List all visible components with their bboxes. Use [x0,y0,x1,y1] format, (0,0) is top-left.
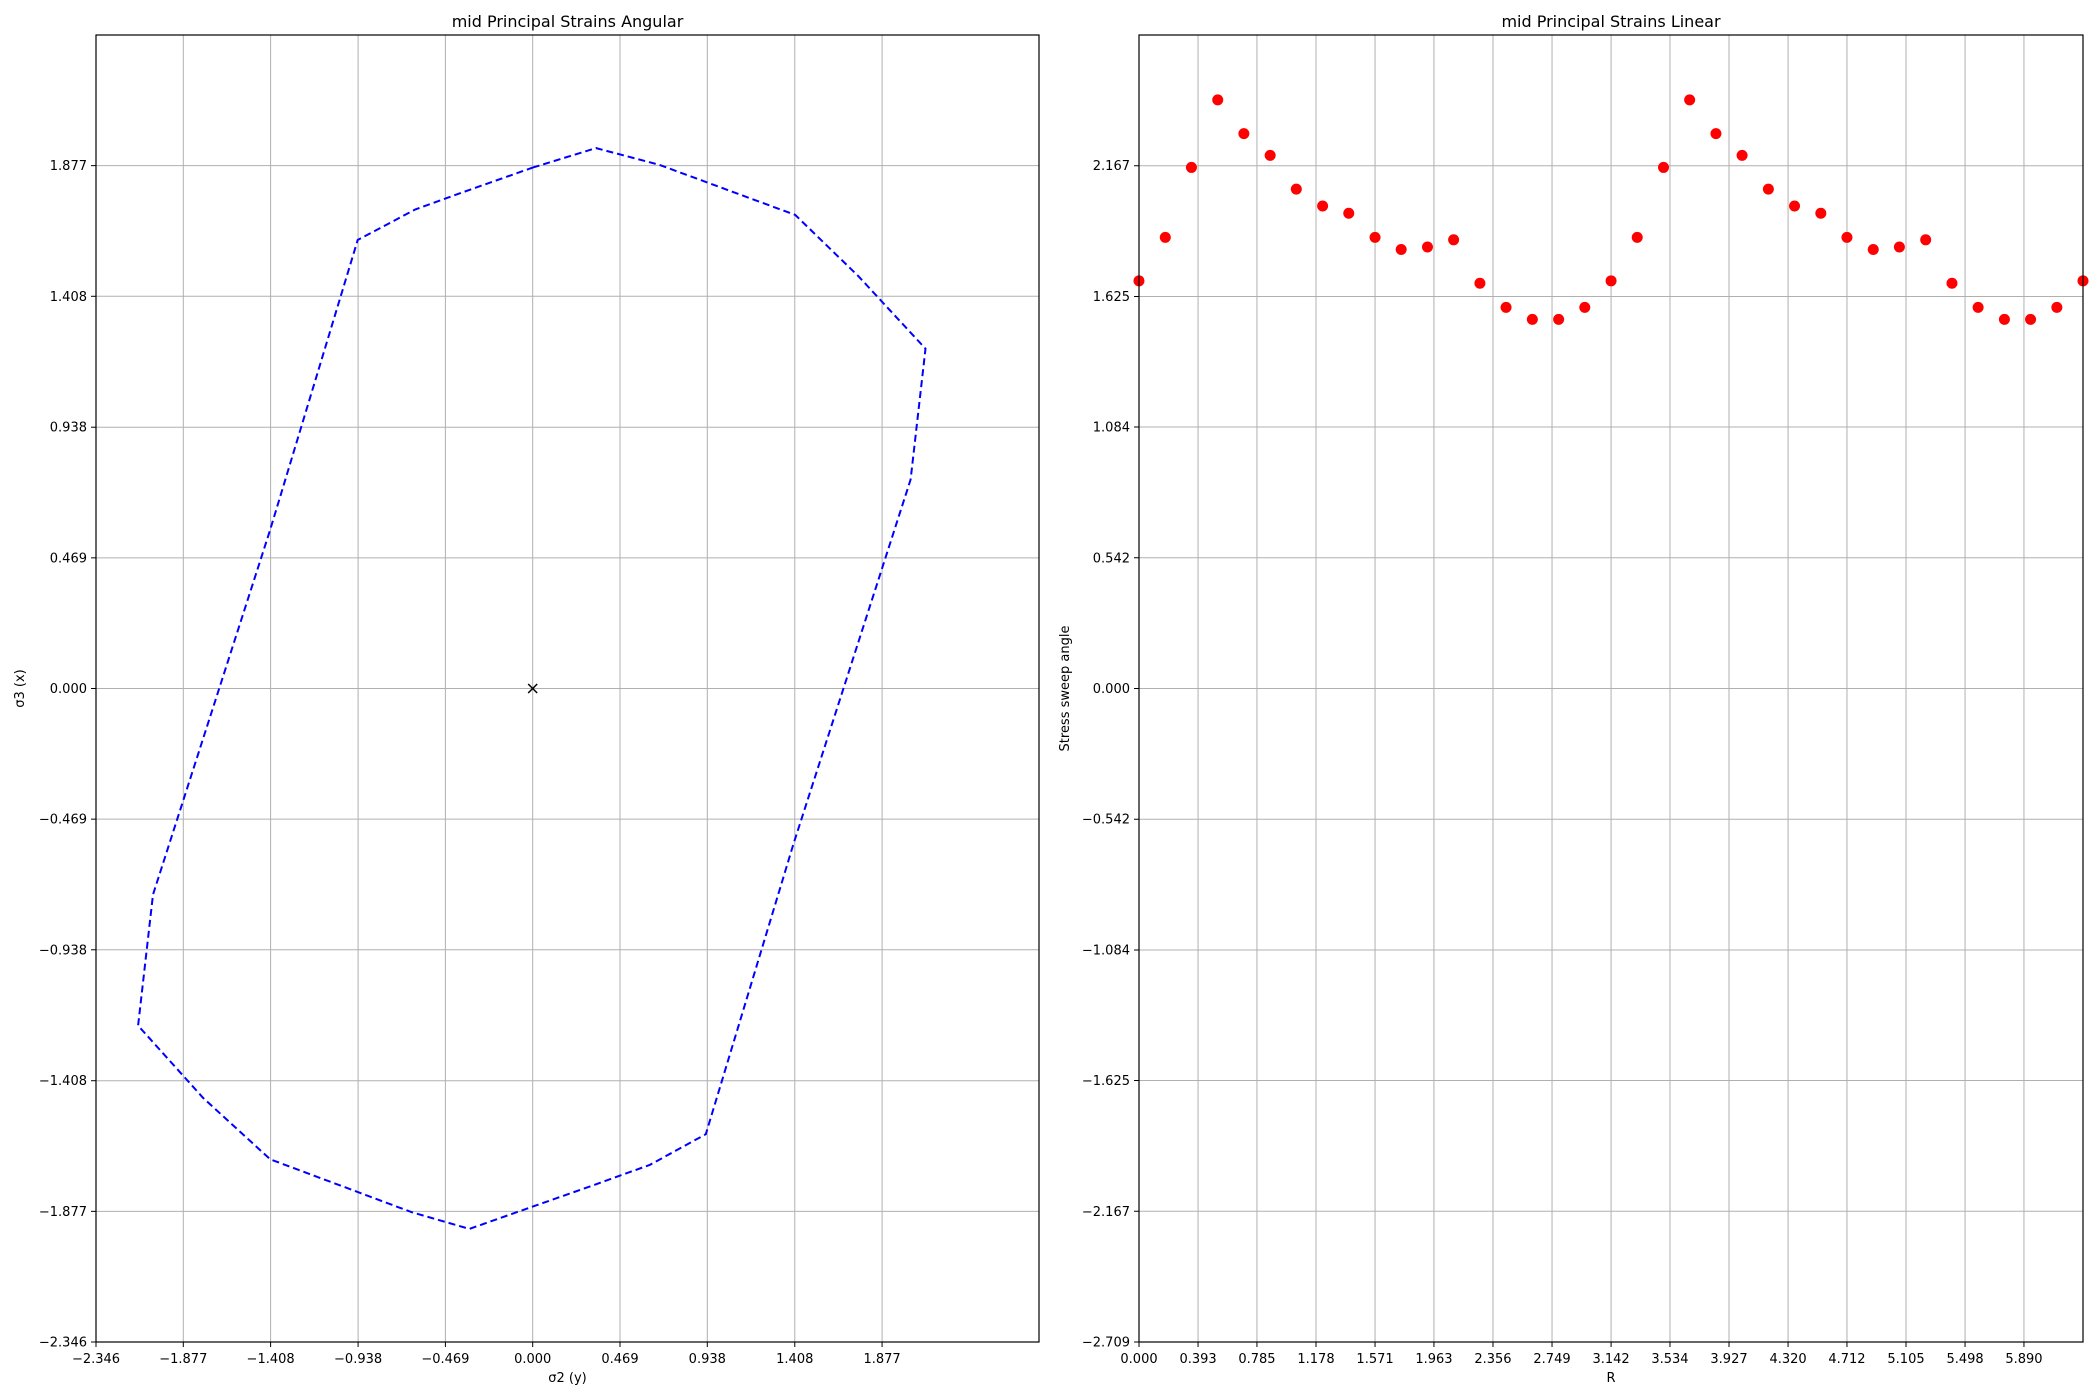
linear-x-tick-label: 5.498 [1946,1352,1983,1367]
linear-y-tick-label: −0.542 [1082,813,1130,828]
linear-data-point [1579,301,1591,313]
linear-x-tick-label: 2.356 [1474,1352,1511,1367]
angular-x-tick-label: 1.877 [863,1352,900,1367]
angular-chart: −2.346 −1.877 −1.408 −0.938 −0.469 0.000 0.469… [13,12,1040,1386]
angular-x-axis-label: σ2 (y) [548,1371,586,1386]
linear-x-tick-label: 1.571 [1356,1352,1393,1367]
linear-x-tick-label: 0.785 [1238,1352,1275,1367]
angular-y-tick-label: −1.877 [39,1205,87,1220]
linear-data-point [1238,128,1250,140]
linear-data-point [1893,241,1905,253]
linear-x-tick-label: 2.749 [1533,1352,1570,1367]
linear-data-point [1343,207,1355,219]
angular-y-tick-label: 0.000 [50,682,87,697]
linear-y-tick-label: −1.625 [1082,1074,1130,1089]
linear-data-point [1421,241,1433,253]
linear-x-tick-label: 4.320 [1769,1352,1806,1367]
linear-y-tick-label: −2.709 [1082,1336,1130,1351]
linear-ticks: 0.000 0.393 0.785 1.178 1.571 1.963 2.356 2.749… [1082,159,2043,1367]
linear-x-tick-label: 5.890 [2005,1352,2042,1367]
linear-data-point [1841,231,1853,243]
linear-data-point [1815,207,1827,219]
angular-x-tick-label: 0.938 [689,1352,726,1367]
linear-chart: 0.000 0.393 0.785 1.178 1.571 1.963 2.356 2.749… [1058,12,2089,1386]
linear-data-point [1526,313,1538,325]
linear-data-point [1658,161,1670,173]
linear-data-point [1212,94,1224,106]
angular-y-tick-label: −1.408 [39,1074,87,1089]
angular-x-tick-label: −1.408 [247,1352,295,1367]
linear-data-point [1920,234,1932,246]
linear-data-point [1762,183,1774,195]
angular-series-line [137,147,927,1230]
linear-x-tick-label: 1.963 [1415,1352,1452,1367]
angular-y-tick-label: 1.408 [50,290,87,305]
linear-chart-title: mid Principal Strains Linear [1501,12,1721,31]
linear-x-tick-label: 3.534 [1651,1352,1688,1367]
linear-y-tick-label: 1.084 [1093,421,1130,436]
linear-data-point [1264,149,1276,161]
linear-x-tick-label: 3.927 [1710,1352,1747,1367]
linear-data-point [1317,200,1329,212]
linear-x-tick-label: 4.712 [1828,1352,1865,1367]
angular-y-tick-label: 1.877 [50,159,87,174]
linear-data-point [1998,313,2010,325]
angular-ticks: −2.346 −1.877 −1.408 −0.938 −0.469 0.000 0.469… [39,159,901,1367]
linear-data-point [1605,275,1617,287]
angular-x-tick-label: −1.877 [159,1352,207,1367]
linear-x-tick-label: 1.178 [1297,1352,1334,1367]
linear-x-tick-label: 3.142 [1592,1352,1629,1367]
linear-x-tick-label: 0.000 [1120,1352,1157,1367]
linear-data-point [2025,313,2037,325]
linear-y-tick-label: −1.084 [1082,943,1130,958]
linear-y-tick-label: 1.625 [1093,290,1130,305]
linear-data-point [1185,161,1197,173]
angular-chart-title: mid Principal Strains Angular [452,12,684,31]
linear-series [1133,94,2089,325]
linear-x-axis-label: R [1606,1371,1615,1386]
linear-data-point [1369,231,1381,243]
angular-x-tick-label: −2.346 [72,1352,120,1367]
angular-y-tick-label: 0.938 [50,421,87,436]
angular-y-tick-label: −0.938 [39,943,87,958]
linear-y-tick-label: 0.542 [1093,551,1130,566]
linear-y-tick-label: −2.167 [1082,1205,1130,1220]
linear-data-point [1710,128,1722,140]
linear-data-point [1946,277,1958,289]
angular-series [137,147,927,1230]
angular-y-tick-label: −2.346 [39,1336,87,1351]
angular-x-tick-label: −0.469 [421,1352,469,1367]
linear-data-point [1789,200,1801,212]
linear-data-point [1553,313,1565,325]
linear-y-tick-label: 2.167 [1093,159,1130,174]
linear-data-point [1736,149,1748,161]
linear-y-tick-label: 0.000 [1093,682,1130,697]
linear-data-point [1500,301,1512,313]
linear-data-point [1395,243,1407,255]
linear-data-point [1448,234,1460,246]
linear-data-point [1474,277,1486,289]
angular-y-tick-label: −0.469 [39,813,87,828]
angular-x-tick-label: 0.000 [514,1352,551,1367]
linear-data-point [1631,231,1643,243]
linear-data-point [1972,301,1984,313]
angular-x-tick-label: −0.938 [334,1352,382,1367]
linear-data-point [1159,231,1171,243]
angular-origin-marker [527,683,538,694]
angular-y-tick-label: 0.469 [50,551,87,566]
linear-x-tick-label: 0.393 [1179,1352,1216,1367]
linear-data-point [1684,94,1696,106]
linear-data-point [1290,183,1302,195]
linear-data-point [2051,301,2063,313]
linear-y-axis-label: Stress sweep angle [1058,626,1073,752]
linear-x-tick-label: 5.105 [1887,1352,1924,1367]
angular-y-axis-label: σ3 (x) [13,669,28,707]
linear-gridlines [1138,35,2083,1343]
angular-x-tick-label: 0.469 [601,1352,638,1367]
angular-x-tick-label: 1.408 [776,1352,813,1367]
linear-data-point [1867,243,1879,255]
